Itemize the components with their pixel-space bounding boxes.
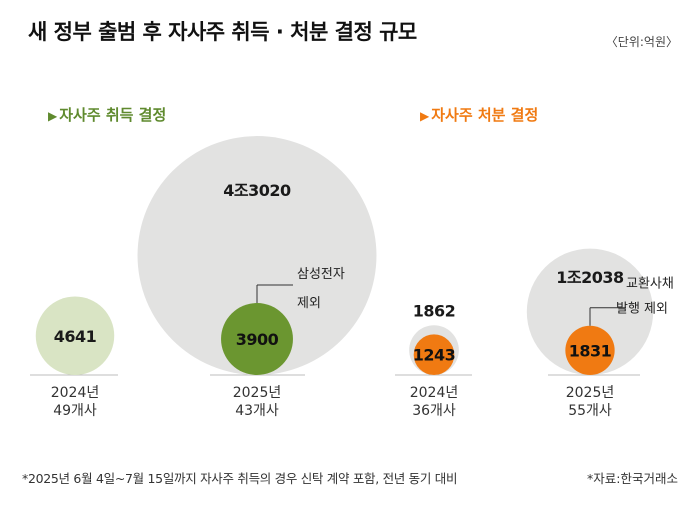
bubble-highlight-label: 1831 <box>569 341 612 360</box>
year-label: 2025년 <box>566 385 615 401</box>
bubble-highlight-label: 3900 <box>236 330 279 349</box>
company-count-label: 55개사 <box>568 403 612 419</box>
unit-label: 〈단위:억원〉 <box>605 35 678 49</box>
triangle-icon: ▶ <box>48 109 58 123</box>
bubble-total-label: 1862 <box>413 301 456 320</box>
chart-title: 새 정부 출범 후 자사주 취득 · 처분 결정 규모 <box>28 20 417 44</box>
bubble-total <box>35 296 115 375</box>
bubble-highlight-label: 1243 <box>413 346 456 365</box>
bubble-total-label: 4조3020 <box>223 181 291 200</box>
year-label: 2025년 <box>233 385 282 401</box>
section-label-acquisition: ▶ 자사주 취득 결정 <box>48 104 166 125</box>
bubble-highlight <box>565 325 615 375</box>
company-count-label: 43개사 <box>235 403 279 419</box>
company-count-label: 36개사 <box>412 403 456 419</box>
footnote: *2025년 6월 4일~7월 15일까지 자사주 취득의 경우 신탁 계약 포… <box>22 471 458 486</box>
source-note: *자료:한국거래소 <box>587 471 678 486</box>
bubble-highlight <box>221 303 293 375</box>
bubble-total-label: 1조2038 <box>556 268 624 287</box>
company-count-label: 49개사 <box>53 403 97 419</box>
section-label-disposal: ▶ 자사주 처분 결정 <box>420 104 538 125</box>
triangle-icon: ▶ <box>420 109 430 123</box>
year-label: 2024년 <box>51 385 100 401</box>
bubble-highlight <box>413 334 455 375</box>
annotation-text: 제외 <box>297 296 321 311</box>
section-label-disposal-text: 자사주 처분 결정 <box>431 106 539 124</box>
annotation-text: 삼성전자 <box>297 267 345 282</box>
section-label-acquisition-text: 자사주 취득 결정 <box>59 106 167 124</box>
annotation-text: 발행 제외 <box>616 301 668 317</box>
bubble-total-label: 4641 <box>54 327 97 346</box>
year-label: 2024년 <box>410 385 459 401</box>
bubble-total <box>137 136 377 375</box>
annotation-text: 교환사채 <box>626 277 674 292</box>
